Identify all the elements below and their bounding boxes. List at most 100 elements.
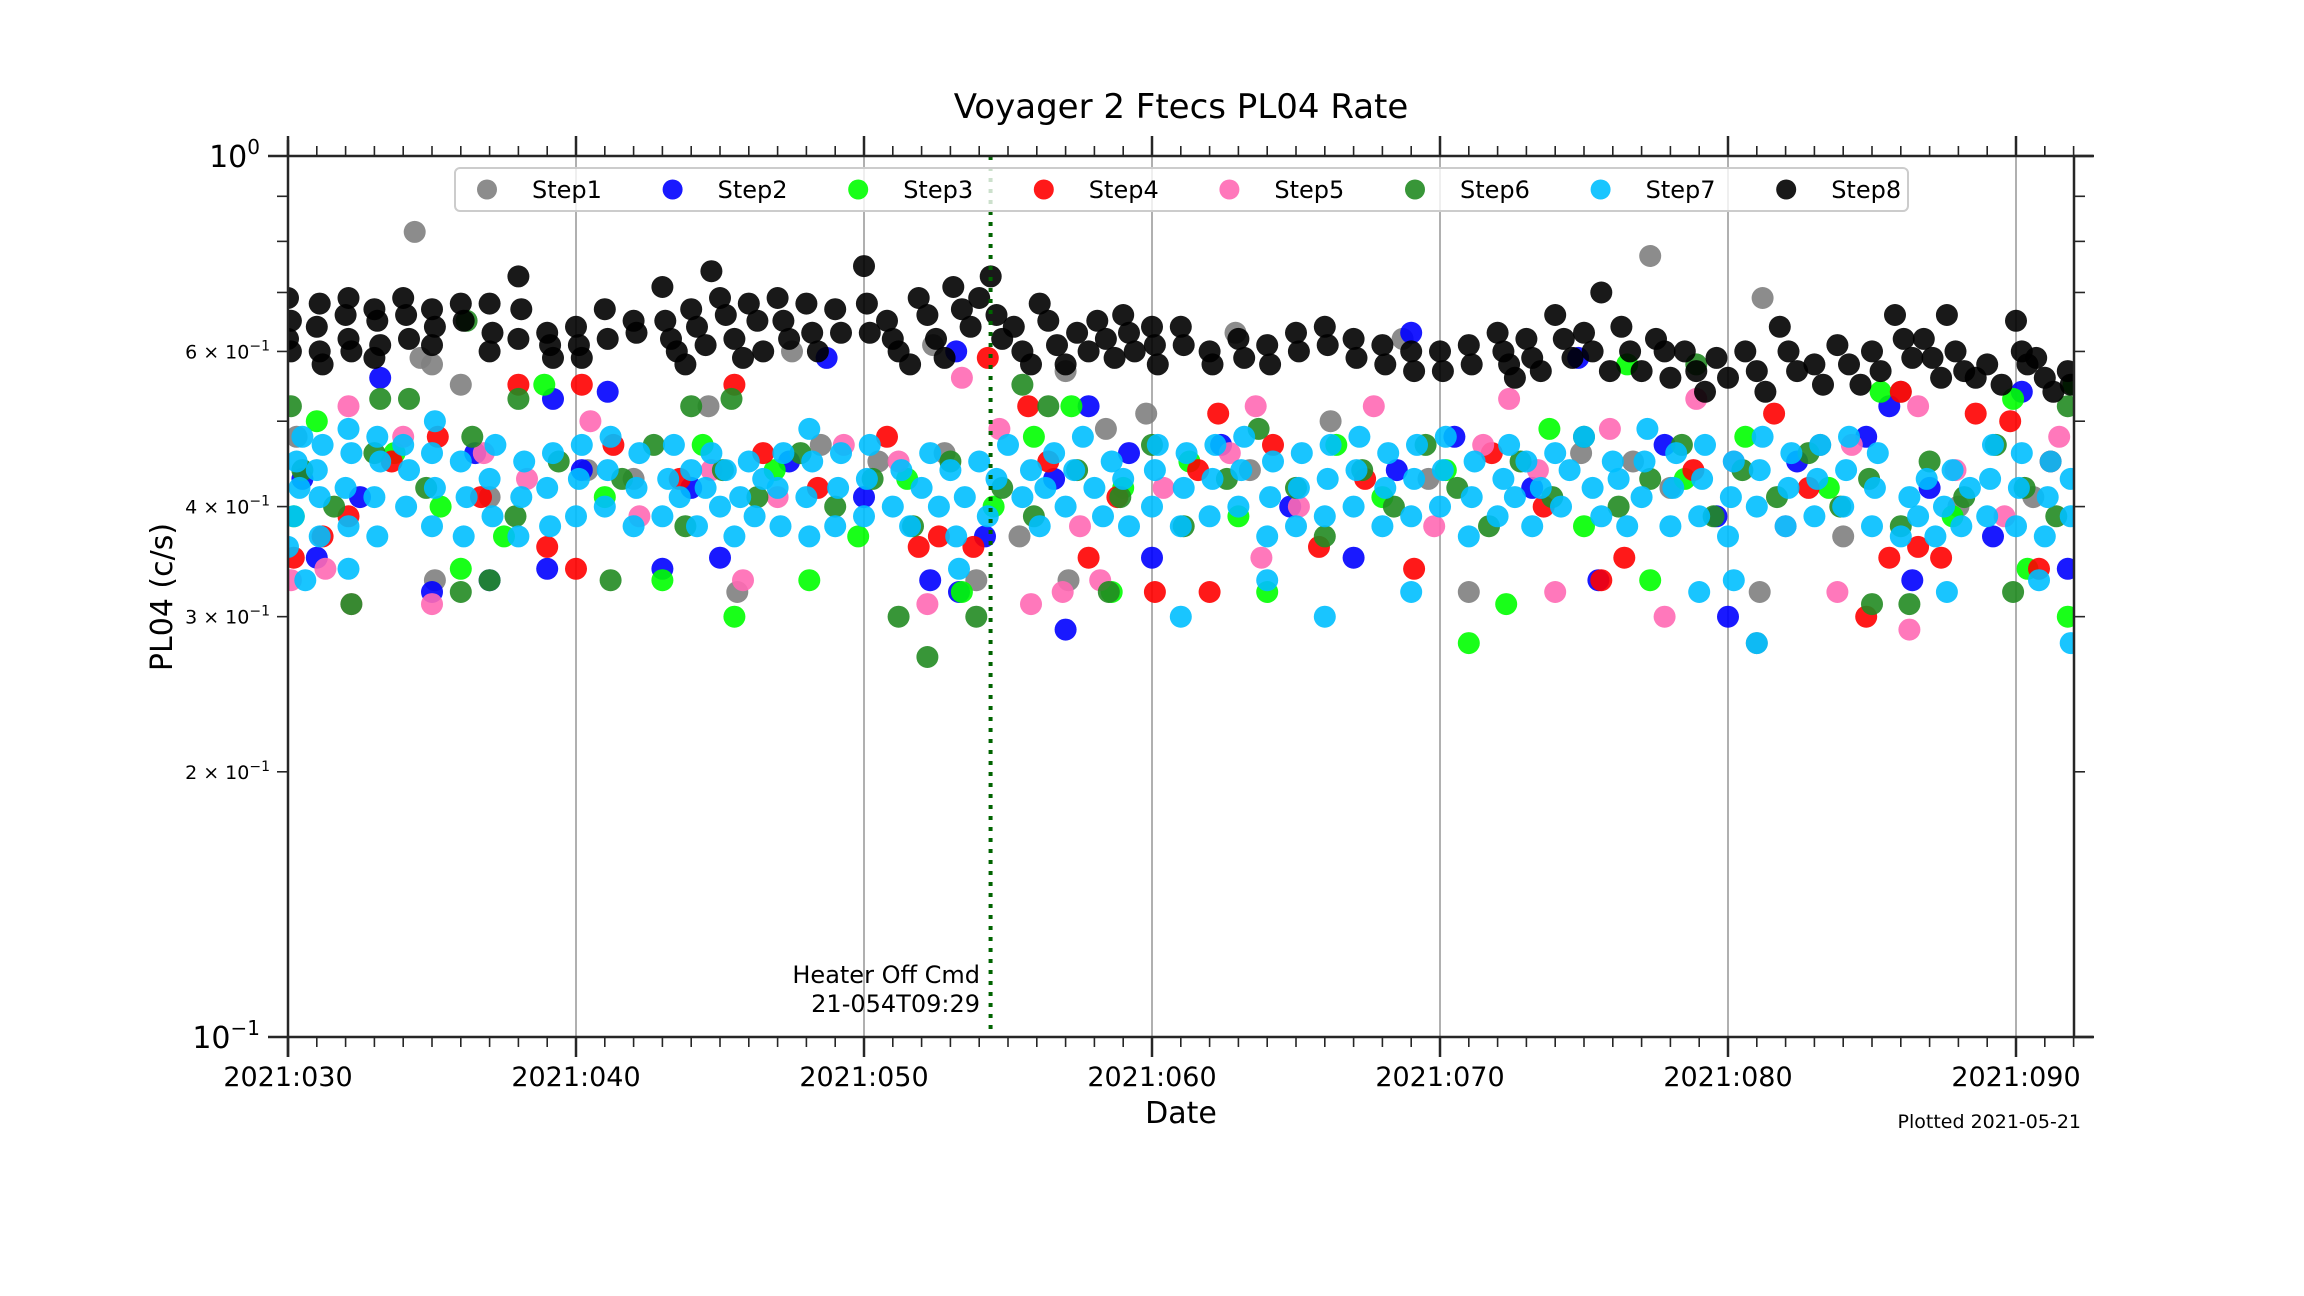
data-point (809, 433, 832, 456)
data-point (1460, 486, 1483, 509)
data-point (542, 442, 564, 465)
data-point (1146, 353, 1169, 376)
annotation-line1: Heater Off Cmd (792, 961, 980, 989)
data-point (1403, 360, 1426, 383)
data-point (668, 486, 691, 509)
data-point (1581, 476, 1604, 499)
data-point (1135, 402, 1158, 425)
data-point (1382, 495, 1405, 518)
data-point (651, 569, 674, 592)
data-point (1630, 486, 1653, 509)
data-point (288, 476, 311, 499)
data-point (625, 321, 648, 344)
data-point (1878, 546, 1901, 569)
data-point (1558, 459, 1581, 482)
data-point (579, 410, 602, 433)
data-point (398, 327, 420, 350)
legend-item-step8: Step8 (1776, 176, 1901, 204)
data-point (1054, 618, 1077, 641)
data-point (976, 346, 999, 369)
data-point (1869, 360, 1892, 383)
data-point (651, 505, 674, 528)
data-point (1060, 395, 1083, 418)
data-point (1051, 581, 1074, 603)
y-minor-tick-label: 3 × 10−1 (185, 604, 270, 629)
data-point (1498, 387, 1521, 410)
data-point (1933, 495, 1955, 518)
data-points (288, 220, 2074, 668)
data-point (694, 334, 717, 357)
data-point (1400, 321, 1423, 344)
data-point (737, 292, 760, 315)
data-point (1573, 425, 1595, 448)
x-tick-label: 2021:040 (511, 1062, 640, 1093)
data-point (945, 525, 968, 548)
data-point (1463, 450, 1486, 473)
data-point (533, 373, 556, 396)
data-point (1898, 618, 1921, 641)
data-point (1002, 315, 1025, 338)
data-point (899, 353, 922, 376)
data-point (1345, 346, 1368, 369)
data-point (950, 581, 973, 603)
data-point (1529, 360, 1552, 383)
data-point (305, 315, 328, 338)
data-point (769, 515, 792, 538)
data-point (1118, 515, 1140, 538)
data-point (2025, 346, 2048, 369)
data-point (288, 287, 299, 309)
data-point (311, 433, 334, 456)
legend-label: Step5 (1274, 176, 1344, 204)
data-point (867, 450, 890, 473)
data-point (507, 525, 530, 548)
data-point (743, 505, 766, 528)
data-point (700, 442, 723, 465)
data-point (876, 309, 898, 332)
legend-label: Step1 (532, 176, 602, 204)
data-point (421, 515, 443, 538)
data-point (1812, 373, 1834, 396)
data-point (1570, 442, 1593, 465)
data-point (1751, 287, 1774, 309)
data-point (1717, 605, 1739, 628)
data-point (714, 459, 737, 482)
data-point (1613, 546, 1636, 569)
data-point (1285, 515, 1307, 538)
data-point (1691, 467, 1714, 490)
data-point (795, 292, 818, 315)
data-point (2028, 569, 2050, 592)
data-point (1262, 450, 1284, 473)
data-point (1201, 467, 1224, 490)
data-point (340, 340, 363, 363)
data-point (1717, 366, 1739, 389)
data-point (1262, 433, 1284, 456)
data-point (1694, 433, 1716, 456)
data-point (1141, 495, 1163, 518)
data-point (1748, 459, 1771, 482)
data-point (2059, 632, 2074, 655)
data-point (1901, 569, 1924, 592)
data-point (1460, 353, 1483, 376)
data-point (919, 442, 942, 465)
data-point (1457, 525, 1480, 548)
data-point (933, 346, 956, 369)
data-point (1175, 442, 1198, 465)
data-point (1590, 569, 1613, 592)
data-point (1958, 476, 1981, 499)
x-axis-label: Date (1145, 1096, 1217, 1131)
data-point (334, 476, 357, 499)
data-point (1400, 505, 1423, 528)
data-point (1472, 433, 1495, 456)
data-point (1982, 525, 2004, 548)
series-step7 (288, 410, 2074, 655)
data-point (1431, 360, 1454, 383)
data-point (1486, 505, 1509, 528)
data-point (723, 525, 746, 548)
data-point (539, 515, 562, 538)
data-point (1598, 360, 1621, 383)
data-point (1028, 515, 1051, 538)
data-point (504, 505, 527, 528)
data-point (1607, 467, 1630, 490)
data-point (1227, 495, 1250, 518)
legend-item-step1: Step1 (477, 176, 602, 204)
